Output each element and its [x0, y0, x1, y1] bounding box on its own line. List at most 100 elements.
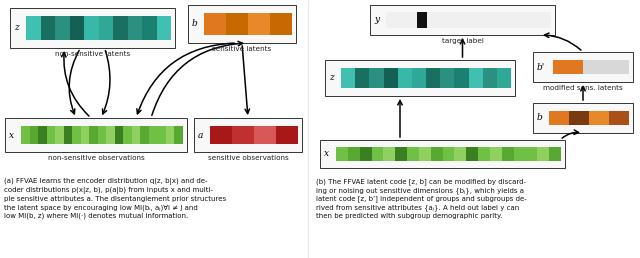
Bar — [428, 12, 438, 28]
Bar — [26, 16, 40, 40]
Bar — [406, 12, 417, 28]
Bar — [438, 12, 448, 28]
Bar — [397, 68, 412, 88]
Bar — [467, 147, 478, 161]
Bar — [341, 68, 355, 88]
Bar — [40, 16, 55, 40]
Bar — [396, 12, 406, 28]
Bar — [188, 5, 296, 43]
Text: b: b — [537, 114, 543, 123]
Text: (b) The FFVAE latent code [z, b] can be modified by discard-
ing or noising out : (b) The FFVAE latent code [z, b] can be … — [316, 178, 527, 219]
Bar — [483, 68, 497, 88]
Bar — [232, 126, 254, 144]
Bar — [276, 126, 298, 144]
Text: target label: target label — [442, 38, 483, 44]
Bar — [325, 60, 515, 96]
Bar — [248, 13, 270, 35]
Bar — [614, 60, 629, 74]
Bar — [10, 8, 175, 48]
Bar — [478, 147, 490, 161]
Bar — [383, 68, 397, 88]
Bar — [598, 60, 614, 74]
Bar — [140, 126, 149, 144]
Text: z: z — [329, 74, 333, 83]
Bar — [541, 12, 551, 28]
Bar — [502, 147, 514, 161]
Bar — [426, 68, 440, 88]
Bar — [99, 16, 113, 40]
Bar — [166, 126, 175, 144]
Bar — [355, 68, 369, 88]
Bar — [568, 60, 584, 74]
Bar — [21, 126, 29, 144]
Bar — [124, 126, 132, 144]
Bar — [443, 147, 454, 161]
Bar — [538, 147, 549, 161]
Bar — [142, 16, 157, 40]
Bar — [226, 13, 248, 35]
Bar — [468, 68, 483, 88]
Bar — [149, 126, 157, 144]
Text: b': b' — [537, 62, 545, 71]
Bar — [84, 16, 99, 40]
Bar — [448, 12, 458, 28]
Bar — [520, 12, 531, 28]
Bar — [499, 12, 509, 28]
Bar — [386, 12, 396, 28]
Bar — [514, 147, 525, 161]
Bar — [569, 111, 589, 125]
Bar — [348, 147, 360, 161]
Bar — [38, 126, 47, 144]
Bar — [204, 13, 226, 35]
Bar — [29, 126, 38, 144]
Bar — [320, 140, 565, 168]
Bar — [210, 126, 232, 144]
Bar — [369, 68, 383, 88]
Text: (a) FFVAE learns the encoder distribution q(z, b|x) and de-
coder distributions : (a) FFVAE learns the encoder distributio… — [4, 178, 226, 219]
Bar — [157, 16, 171, 40]
Bar — [407, 147, 419, 161]
Bar — [106, 126, 115, 144]
Bar — [412, 68, 426, 88]
Bar — [454, 147, 467, 161]
Bar — [440, 68, 454, 88]
Bar — [98, 126, 106, 144]
Bar — [417, 12, 428, 28]
Bar — [360, 147, 372, 161]
Bar — [127, 16, 142, 40]
Bar — [468, 12, 479, 28]
Bar — [55, 16, 70, 40]
Bar — [370, 5, 555, 35]
Text: sensitive latents: sensitive latents — [212, 46, 271, 52]
Text: modified sens. latents: modified sens. latents — [543, 85, 623, 91]
Bar — [396, 147, 407, 161]
Bar — [63, 126, 72, 144]
Bar — [458, 12, 468, 28]
Bar — [609, 111, 629, 125]
Bar — [70, 16, 84, 40]
Text: a: a — [198, 131, 204, 140]
Text: z: z — [14, 23, 19, 33]
Bar — [47, 126, 55, 144]
Bar — [509, 12, 520, 28]
Bar — [5, 118, 187, 152]
Bar — [55, 126, 63, 144]
Bar — [589, 111, 609, 125]
Bar — [533, 52, 633, 82]
Bar — [132, 126, 140, 144]
Text: x: x — [9, 131, 14, 140]
Bar — [549, 111, 569, 125]
Bar — [372, 147, 383, 161]
Text: x: x — [324, 149, 329, 158]
Bar — [157, 126, 166, 144]
Bar — [383, 147, 396, 161]
Bar — [336, 147, 348, 161]
Bar — [175, 126, 183, 144]
Text: y: y — [374, 15, 379, 25]
Text: non-sensitive latents: non-sensitive latents — [55, 51, 130, 57]
Bar — [419, 147, 431, 161]
Bar — [490, 147, 502, 161]
Bar — [72, 126, 81, 144]
Bar — [525, 147, 538, 161]
Bar — [553, 60, 568, 74]
